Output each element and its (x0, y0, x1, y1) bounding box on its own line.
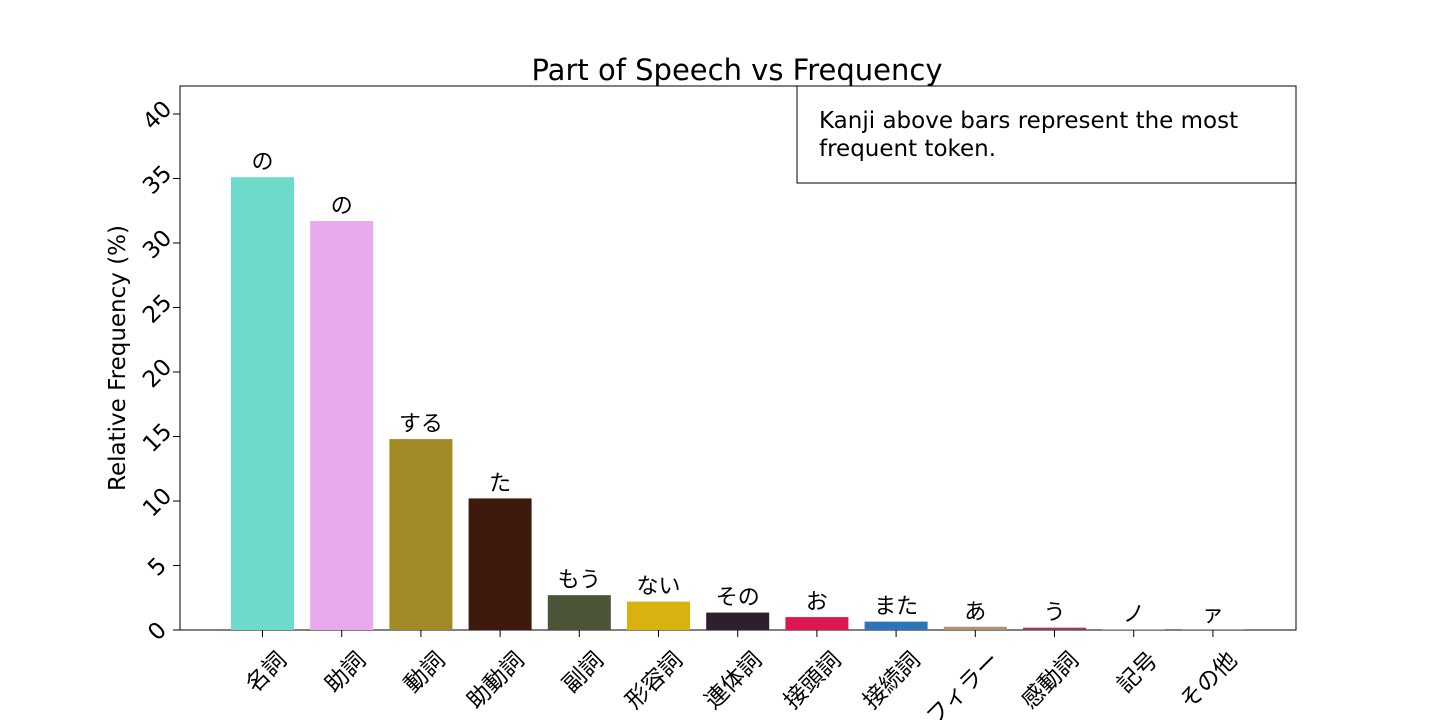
bar (627, 601, 690, 630)
x-tick-label: 助詞 (320, 647, 371, 698)
bar-label: ノ (1123, 602, 1145, 627)
y-tick-label: 35 (138, 161, 177, 200)
bar-labels: ののするたもう ない そのおまたあうノァ (251, 150, 1223, 628)
annotation-text: Kanji above bars represent the most frequ… (819, 108, 1238, 162)
x-tick-label: 接続詞 (858, 647, 925, 714)
y-axis-label: Relative Frequency (%) (105, 225, 131, 491)
x-tick-label: 副詞 (558, 647, 609, 698)
bar-label: ァ (1202, 603, 1224, 628)
bar-label: う (1043, 601, 1065, 626)
bar (943, 626, 1007, 630)
bar-label: ない (636, 575, 680, 600)
x-tick-label: 接頭詞 (779, 647, 846, 714)
bar (389, 439, 453, 630)
annotation-box: Kanji above bars represent the most frequ… (796, 85, 1297, 184)
x-tick-label: 形容詞 (621, 647, 688, 714)
y-tick-label: 20 (138, 354, 177, 393)
bar-label: の (331, 194, 353, 219)
bar-label: あ (964, 600, 986, 625)
bar (1023, 627, 1086, 630)
x-tick-label: 動詞 (400, 647, 451, 698)
bar (1102, 629, 1166, 630)
x-tick-label: その他 (1175, 647, 1242, 714)
x-tick-label: フィラー (922, 647, 1005, 720)
chart-title: Part of Speech vs Frequency (532, 53, 943, 87)
y-tick-label: 25 (138, 290, 177, 329)
bar-label: する (399, 412, 443, 437)
x-tick-label: 記号 (1112, 647, 1163, 698)
y-tick-label: 10 (138, 483, 177, 522)
bar-label: その (716, 586, 760, 611)
bars (231, 177, 1245, 630)
bar-label: の (251, 150, 273, 175)
bar (310, 221, 374, 630)
bar (547, 595, 611, 630)
bar (785, 617, 849, 630)
y-tick-label: 0 (143, 617, 172, 646)
y-axis: 0 5 10 15 20 25 30 35 40 (138, 96, 180, 646)
bar (231, 177, 294, 630)
y-tick-label: 30 (138, 225, 177, 264)
bar-label: お (806, 590, 828, 615)
bar-label: もう (558, 568, 601, 593)
bar (864, 621, 928, 630)
x-tick-label: 助動詞 (462, 647, 529, 714)
x-tick-label: 感動詞 (1017, 647, 1084, 714)
y-tick-label: 40 (138, 96, 177, 135)
y-tick-label: 5 (143, 553, 172, 582)
bar-label: また (874, 595, 918, 620)
y-tick-label: 15 (138, 419, 177, 458)
bar (706, 612, 770, 630)
bar-label: た (489, 471, 511, 496)
x-tick-label: 連体詞 (700, 647, 767, 714)
x-tick-label: 名詞 (241, 647, 292, 698)
bar (468, 498, 532, 630)
